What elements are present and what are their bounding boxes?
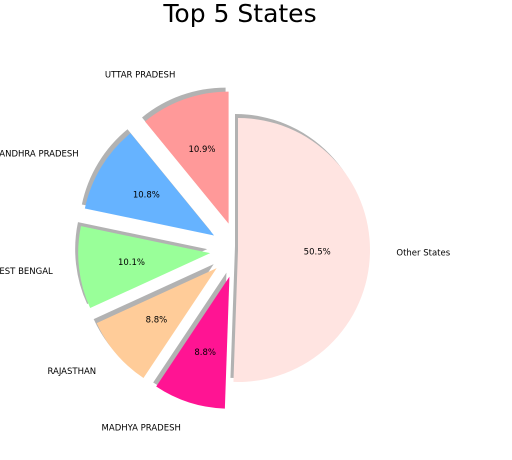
category-label-west-bengal: WEST BENGAL xyxy=(0,267,53,277)
pct-label-andhra-pradesh: 10.8% xyxy=(133,190,160,200)
category-label-andhra-pradesh: ANDHRA PRADESH xyxy=(0,149,79,159)
pie-slice-madhya-pradesh xyxy=(156,276,230,409)
category-label-uttar-pradesh: UTTAR PRADESH xyxy=(105,70,175,80)
category-label-other-states: Other States xyxy=(396,249,450,259)
chart-title: Top 5 States xyxy=(162,0,316,28)
pct-label-rajasthan: 8.8% xyxy=(146,316,168,326)
pie-slice-andhra-pradesh xyxy=(84,133,215,236)
pct-label-west-bengal: 10.1% xyxy=(118,258,145,268)
slice-labels: 10.9% UTTAR PRADESH 10.8% ANDHRA PRADESH 10.… xyxy=(0,70,451,433)
pie-slice-other-states xyxy=(233,118,371,382)
pie-slice-rajasthan xyxy=(96,268,217,378)
category-label-madhya-pradesh: MADHYA PRADESH xyxy=(102,423,181,433)
category-label-rajasthan: RAJASTHAN xyxy=(47,367,96,377)
pct-label-uttar-pradesh: 10.9% xyxy=(188,145,215,155)
pie-slice-west-bengal xyxy=(78,226,211,309)
pie-slices xyxy=(78,91,371,409)
pct-label-other-states: 50.5% xyxy=(304,247,331,257)
pie-slice-uttar-pradesh xyxy=(145,91,229,224)
pct-label-madhya-pradesh: 8.8% xyxy=(194,348,216,358)
